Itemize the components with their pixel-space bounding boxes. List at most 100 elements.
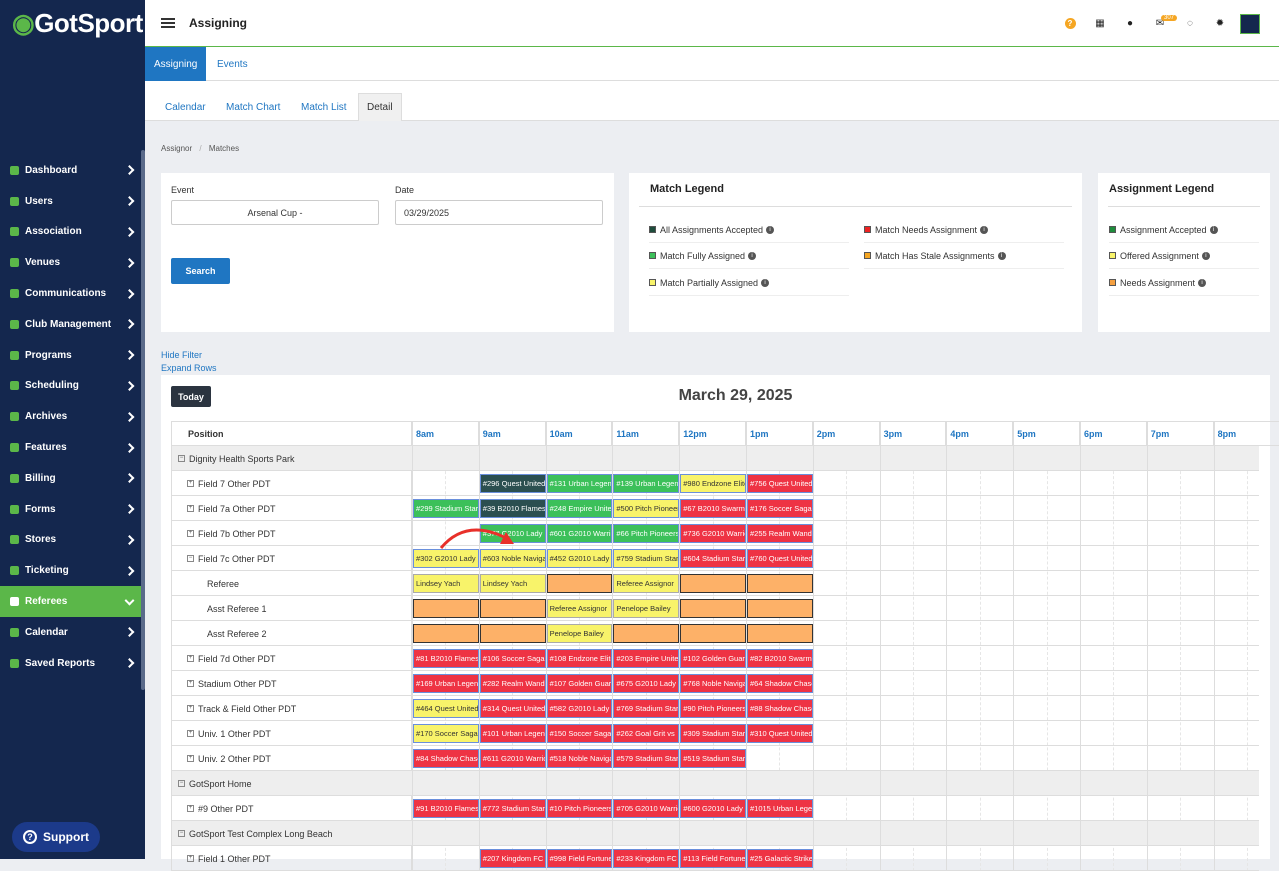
gotsport-logo[interactable]: ◉ GotSport <box>0 0 145 46</box>
match-cell[interactable]: #600 G2010 Lady <box>680 799 746 818</box>
match-cell[interactable]: #309 Stadium Stars <box>680 724 746 743</box>
info-icon[interactable]: i <box>1209 225 1218 234</box>
match-cell[interactable]: #582 G2010 Lady <box>546 699 613 718</box>
sidebar-item-venues[interactable]: Venues <box>0 247 145 278</box>
match-cell[interactable]: #176 Soccer Saga <box>747 499 813 518</box>
match-cell[interactable]: #66 Pitch Pioneers <box>613 524 680 543</box>
sidebar-item-scheduling[interactable]: Scheduling <box>0 371 145 402</box>
match-cell[interactable]: #760 Quest United <box>747 549 813 568</box>
sidebar-item-referees[interactable]: Referees <box>0 586 145 617</box>
hamburger-menu-icon[interactable] <box>161 18 175 28</box>
expand-icon[interactable]: + <box>187 530 194 537</box>
match-cell[interactable]: #769 Stadium Stars <box>613 699 680 718</box>
assignment-cell[interactable] <box>680 624 746 643</box>
match-cell[interactable]: #579 Stadium Stars <box>613 749 680 768</box>
match-cell[interactable]: #108 Endzone Elite <box>546 649 613 668</box>
match-cell[interactable]: #131 Urban Legends <box>546 474 613 493</box>
match-cell[interactable]: #10 Pitch Pioneers <box>546 799 613 818</box>
match-cell[interactable]: #169 Urban Legends <box>413 674 479 693</box>
sidebar-scrollbar[interactable] <box>141 150 145 690</box>
assignment-cell[interactable]: Lindsey Yach <box>413 574 479 593</box>
match-cell[interactable]: #310 Quest United <box>747 724 813 743</box>
account-button[interactable] <box>1235 0 1265 47</box>
match-cell[interactable]: #90 Pitch Pioneers <box>680 699 746 718</box>
row-label[interactable]: − GotSport Home <box>171 771 412 796</box>
match-cell[interactable]: #82 B2010 Swarm <box>747 649 813 668</box>
match-cell[interactable]: #64 Shadow Chasers <box>747 674 813 693</box>
search-button[interactable]: Search <box>171 258 230 284</box>
match-cell[interactable]: #601 G2010 Warriors <box>546 524 613 543</box>
match-cell[interactable]: #736 G2010 Warriors <box>680 524 746 543</box>
match-cell[interactable]: #107 Golden Guardians <box>546 674 613 693</box>
assignment-cell[interactable] <box>479 599 546 618</box>
info-icon[interactable]: i <box>1201 251 1210 260</box>
match-cell[interactable]: #518 Noble Navigators <box>546 749 613 768</box>
match-cell[interactable]: #500 Pitch Pioneers <box>613 499 680 518</box>
sidebar-item-association[interactable]: Association <box>0 217 145 248</box>
tab-assigning[interactable]: Assigning <box>145 47 207 81</box>
match-cell[interactable]: #84 Shadow Chasers <box>413 749 479 768</box>
hide-filter-link[interactable]: Hide Filter <box>161 350 203 360</box>
expand-icon[interactable]: + <box>187 805 194 812</box>
sidebar-item-communications[interactable]: Communications <box>0 278 145 309</box>
expand-icon[interactable]: + <box>187 755 194 762</box>
sidebar-item-archives[interactable]: Archives <box>0 401 145 432</box>
sidebar-item-club-management[interactable]: Club Management <box>0 309 145 340</box>
date-field[interactable]: 03/29/2025 <box>395 200 603 225</box>
assignment-cell[interactable] <box>747 624 813 643</box>
match-cell[interactable]: #203 Empire United <box>613 649 680 668</box>
info-icon[interactable]: i <box>997 251 1006 260</box>
collapse-icon[interactable]: − <box>187 555 194 562</box>
sidebar-item-features[interactable]: Features <box>0 432 145 463</box>
match-cell[interactable]: #299 Stadium Stars <box>413 499 479 518</box>
sidebar-item-dashboard[interactable]: Dashboard <box>0 155 145 186</box>
user-button[interactable]: ● <box>1115 0 1145 47</box>
row-label[interactable]: + Stadium Other PDT <box>171 671 412 696</box>
match-cell[interactable]: #139 Urban Legends <box>613 474 680 493</box>
match-cell[interactable]: #262 Goal Grit vs <box>613 724 680 743</box>
info-icon[interactable]: i <box>761 278 770 287</box>
match-cell[interactable]: #255 Realm Wanderers <box>747 524 813 543</box>
apps-button[interactable]: ▦ <box>1085 0 1115 47</box>
row-label[interactable]: − GotSport Test Complex Long Beach <box>171 821 412 846</box>
match-cell[interactable]: #106 Soccer Saga <box>479 649 546 668</box>
assignment-cell[interactable]: Referee Assignor <box>613 574 680 593</box>
collapse-icon[interactable]: − <box>178 830 185 837</box>
match-cell[interactable]: #464 Quest United <box>413 699 479 718</box>
sidebar-item-users[interactable]: Users <box>0 186 145 217</box>
match-cell[interactable]: #102 Golden Guardians <box>680 649 746 668</box>
assignment-cell[interactable]: Penelope Bailey <box>546 624 613 643</box>
assignment-cell[interactable] <box>546 574 613 593</box>
info-icon[interactable]: i <box>748 251 757 260</box>
row-label[interactable]: + Univ. 1 Other PDT <box>171 721 412 746</box>
expand-icon[interactable]: + <box>187 730 194 737</box>
match-cell[interactable]: #150 Soccer Saga <box>546 724 613 743</box>
tab-events[interactable]: Events <box>217 58 248 70</box>
row-label[interactable]: + Field 7 Other PDT <box>171 471 412 496</box>
help-button[interactable]: ? <box>1055 0 1085 47</box>
match-cell[interactable]: #314 Quest United <box>479 699 546 718</box>
match-cell[interactable]: #170 Soccer Saga <box>413 724 479 743</box>
tab-match-list[interactable]: Match List <box>301 101 347 113</box>
assignment-cell[interactable]: Referee Assignor <box>546 599 613 618</box>
row-label[interactable]: + Univ. 2 Other PDT <box>171 746 412 771</box>
sidebar-item-ticketing[interactable]: Ticketing <box>0 555 145 586</box>
sidebar-item-programs[interactable]: Programs <box>0 340 145 371</box>
assignment-cell[interactable]: Penelope Bailey <box>613 599 680 618</box>
match-cell[interactable]: #759 Stadium Stars <box>613 549 680 568</box>
sidebar-item-calendar[interactable]: Calendar <box>0 617 145 648</box>
collapse-icon[interactable]: − <box>178 780 185 787</box>
tab-detail[interactable]: Detail <box>358 93 402 121</box>
match-cell[interactable]: #1015 Urban Legends <box>747 799 813 818</box>
tab-calendar[interactable]: Calendar <box>165 101 206 113</box>
collapse-icon[interactable]: − <box>178 455 185 462</box>
row-label[interactable]: + Field 7d Other PDT <box>171 646 412 671</box>
row-label[interactable]: − Field 7c Other PDT <box>171 546 412 571</box>
expand-icon[interactable]: + <box>187 655 194 662</box>
info-icon[interactable]: i <box>766 225 775 234</box>
assignment-cell[interactable] <box>747 574 813 593</box>
assignment-cell[interactable] <box>680 574 746 593</box>
assignment-cell[interactable] <box>747 599 813 618</box>
messages-button[interactable]: ✉ 307 <box>1145 0 1178 47</box>
match-cell[interactable]: #675 G2010 Lady <box>613 674 680 693</box>
